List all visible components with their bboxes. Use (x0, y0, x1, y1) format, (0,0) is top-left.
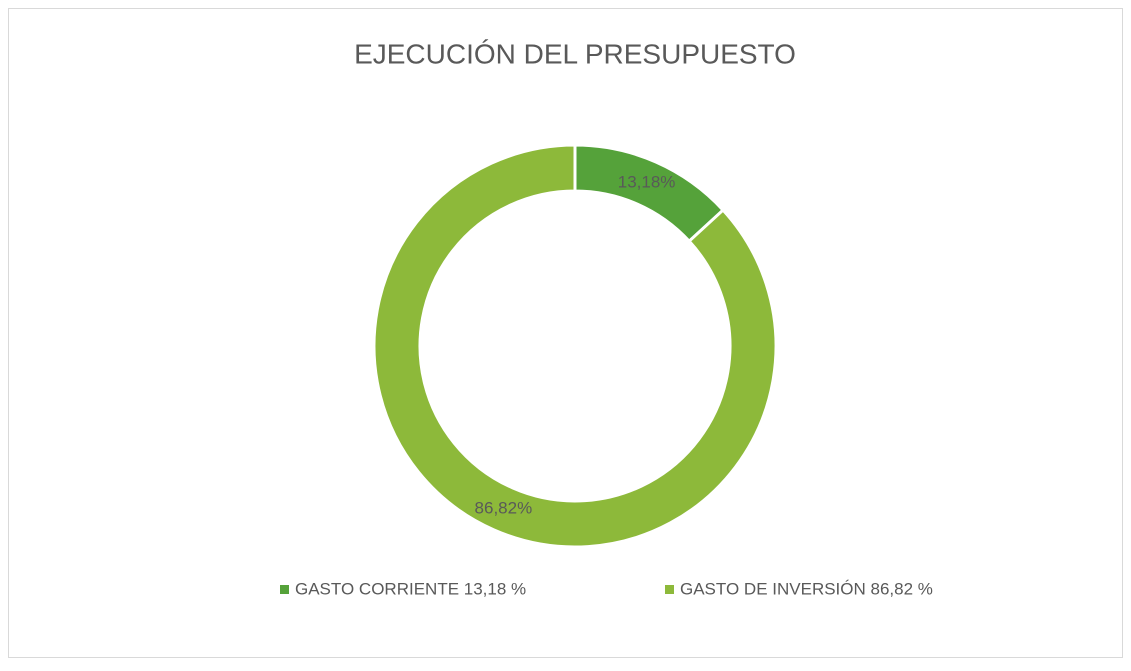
legend-swatch (665, 585, 674, 594)
legend-label: GASTO CORRIENTE 13,18 % (295, 579, 526, 598)
chart-border (8, 8, 1123, 658)
legend-label: GASTO DE INVERSIÓN 86,82 % (680, 579, 933, 598)
chart-title: EJECUCIÓN DEL PRESUPUESTO (354, 38, 796, 69)
legend-swatch (280, 585, 289, 594)
data-label: 13,18% (618, 173, 676, 192)
data-label: 86,82% (475, 498, 533, 517)
donut-slice (372, 143, 778, 549)
